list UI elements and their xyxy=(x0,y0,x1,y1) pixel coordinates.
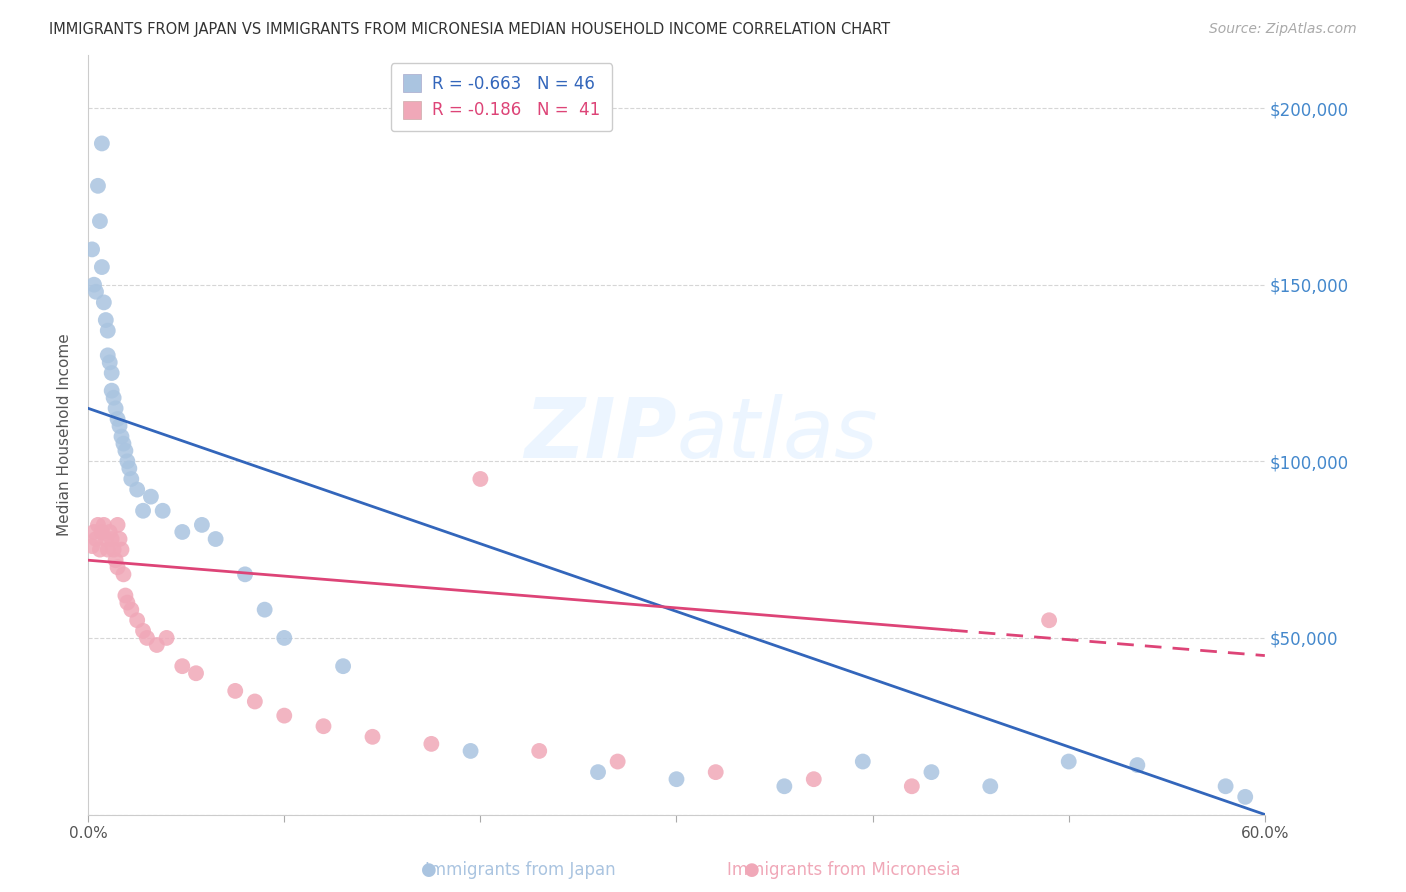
Point xyxy=(107,560,129,574)
Point xyxy=(100,366,122,380)
Text: atlas: atlas xyxy=(676,394,879,475)
Point xyxy=(114,589,136,603)
Point xyxy=(84,532,107,546)
Point xyxy=(97,324,120,338)
Point xyxy=(117,596,139,610)
Point xyxy=(273,708,295,723)
Point xyxy=(83,277,105,292)
Point xyxy=(127,483,149,497)
Point xyxy=(84,285,107,299)
Point xyxy=(773,779,796,793)
Point xyxy=(118,461,141,475)
Point xyxy=(107,412,129,426)
Point xyxy=(90,524,112,539)
Point xyxy=(110,429,132,443)
Point xyxy=(1215,779,1237,793)
Point xyxy=(1234,789,1257,804)
Point xyxy=(191,517,214,532)
Point xyxy=(852,755,875,769)
Point xyxy=(136,631,159,645)
Point xyxy=(108,532,131,546)
Point xyxy=(460,744,482,758)
Point xyxy=(104,553,127,567)
Text: ●: ● xyxy=(420,861,437,879)
Point xyxy=(132,624,155,638)
Point xyxy=(420,737,443,751)
Point xyxy=(112,567,135,582)
Point xyxy=(312,719,335,733)
Point xyxy=(273,631,295,645)
Y-axis label: Median Household Income: Median Household Income xyxy=(58,334,72,536)
Point xyxy=(80,243,103,257)
Text: ZIP: ZIP xyxy=(524,394,676,475)
Point xyxy=(89,542,111,557)
Point xyxy=(104,401,127,416)
Point xyxy=(94,532,117,546)
Point xyxy=(107,517,129,532)
Point xyxy=(120,472,142,486)
Point xyxy=(204,532,226,546)
Text: Immigrants from Japan: Immigrants from Japan xyxy=(425,861,616,879)
Point xyxy=(103,391,125,405)
Point xyxy=(93,517,115,532)
Point xyxy=(108,419,131,434)
Point xyxy=(184,666,207,681)
Point xyxy=(606,755,628,769)
Point xyxy=(704,765,727,780)
Point xyxy=(117,454,139,468)
Point xyxy=(87,178,110,193)
Point xyxy=(253,602,276,616)
Point xyxy=(97,542,120,557)
Point xyxy=(332,659,354,673)
Point xyxy=(920,765,942,780)
Point xyxy=(803,772,825,787)
Point xyxy=(94,313,117,327)
Point xyxy=(87,517,110,532)
Point xyxy=(100,384,122,398)
Point xyxy=(127,613,149,627)
Point xyxy=(172,659,194,673)
Point xyxy=(100,532,122,546)
Legend: R = -0.663   N = 46, R = -0.186   N =  41: R = -0.663 N = 46, R = -0.186 N = 41 xyxy=(391,63,612,131)
Point xyxy=(80,539,103,553)
Point xyxy=(172,524,194,539)
Point xyxy=(93,295,115,310)
Point xyxy=(139,490,162,504)
Point xyxy=(243,694,266,708)
Point xyxy=(1038,613,1060,627)
Point xyxy=(979,779,1001,793)
Point xyxy=(114,443,136,458)
Point xyxy=(103,542,125,557)
Point xyxy=(90,260,112,274)
Point xyxy=(586,765,609,780)
Point xyxy=(90,136,112,151)
Point xyxy=(112,436,135,450)
Point xyxy=(132,504,155,518)
Point xyxy=(98,524,121,539)
Text: ●: ● xyxy=(744,861,761,879)
Point xyxy=(1126,758,1149,772)
Point xyxy=(110,542,132,557)
Text: Source: ZipAtlas.com: Source: ZipAtlas.com xyxy=(1209,22,1357,37)
Point xyxy=(901,779,924,793)
Text: Immigrants from Micronesia: Immigrants from Micronesia xyxy=(727,861,960,879)
Point xyxy=(224,684,246,698)
Point xyxy=(89,214,111,228)
Point xyxy=(97,348,120,362)
Point xyxy=(146,638,169,652)
Point xyxy=(470,472,492,486)
Point xyxy=(98,355,121,369)
Text: IMMIGRANTS FROM JAPAN VS IMMIGRANTS FROM MICRONESIA MEDIAN HOUSEHOLD INCOME CORR: IMMIGRANTS FROM JAPAN VS IMMIGRANTS FROM… xyxy=(49,22,890,37)
Point xyxy=(529,744,551,758)
Point xyxy=(83,524,105,539)
Point xyxy=(1057,755,1080,769)
Point xyxy=(155,631,177,645)
Point xyxy=(120,602,142,616)
Point xyxy=(233,567,256,582)
Point xyxy=(361,730,384,744)
Point xyxy=(665,772,688,787)
Point xyxy=(152,504,174,518)
